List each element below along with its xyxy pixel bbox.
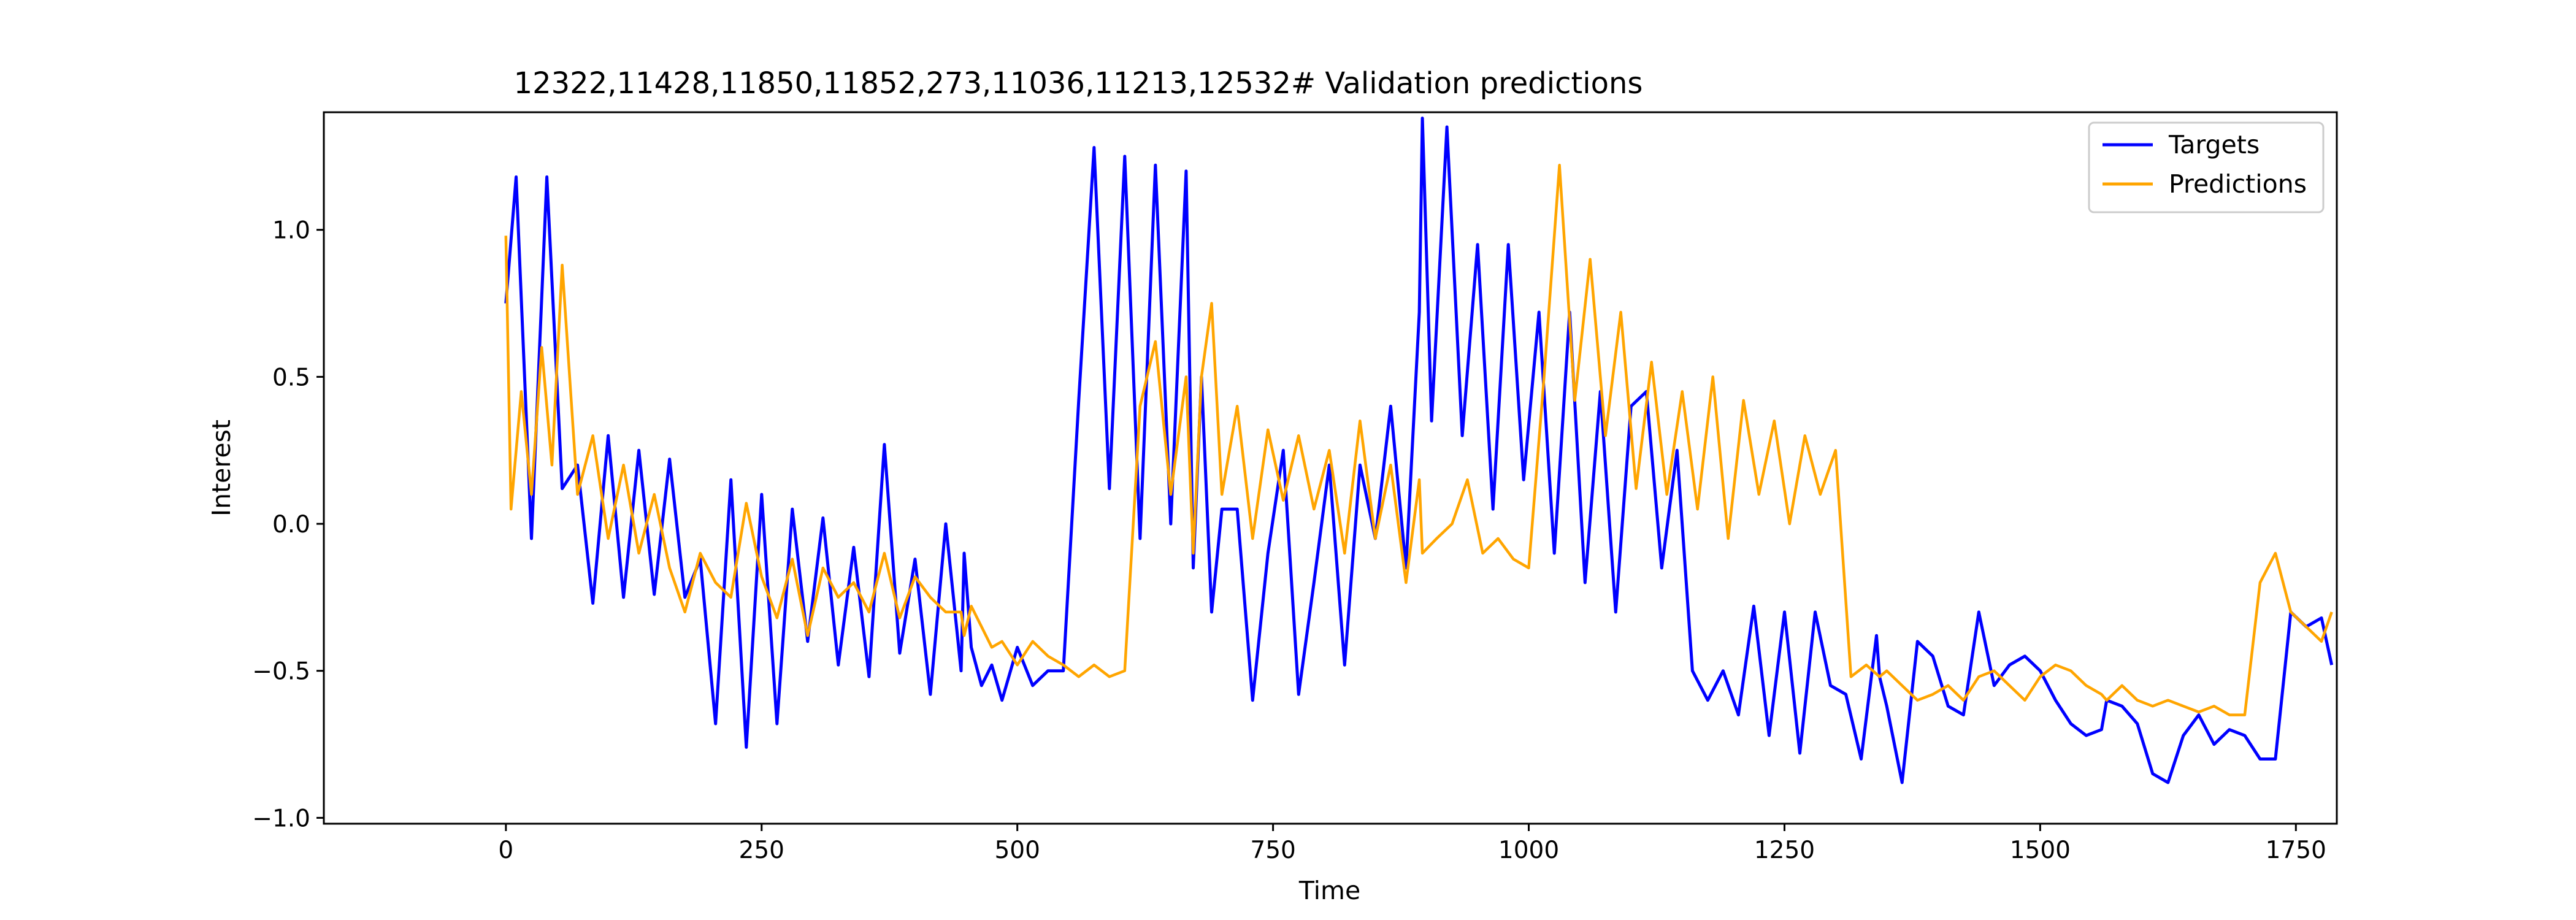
y-axis: −1.0 −0.5 0.0 0.5 1.0 <box>252 217 324 832</box>
axes-frame <box>323 111 2338 825</box>
series-line-predictions <box>504 164 2333 716</box>
x-tick-label: 1750 <box>2266 837 2326 864</box>
x-tick-label: 1500 <box>2010 837 2071 864</box>
x-tick-label: 1000 <box>1498 837 1559 864</box>
y-axis-label: Interest <box>207 420 236 516</box>
y-tick-label: 0.0 <box>272 511 310 539</box>
legend-label-predictions: Predictions <box>2169 169 2307 199</box>
legend: Targets Predictions <box>2088 121 2325 213</box>
plot-area <box>504 117 2334 784</box>
y-tick-label: −1.0 <box>252 805 310 832</box>
x-axis: 0 250 500 750 1000 1250 1500 1750 <box>498 824 2326 864</box>
legend-label-targets: Targets <box>2168 130 2260 159</box>
x-tick-label: 750 <box>1250 837 1295 864</box>
x-tick-label: 250 <box>739 837 784 864</box>
x-tick-label: 500 <box>994 837 1040 864</box>
y-tick-label: −0.5 <box>252 658 310 686</box>
series-line-targets <box>504 117 2334 784</box>
x-tick-label: 1250 <box>1754 837 1815 864</box>
chart-title: 12322,11428,11850,11852,273,11036,11213,… <box>514 66 1643 101</box>
y-tick-label: 1.0 <box>272 217 310 245</box>
y-tick-label: 0.5 <box>272 364 310 391</box>
x-axis-label: Time <box>1298 876 1360 905</box>
x-tick-label: 0 <box>498 837 513 864</box>
series-layer <box>504 117 2334 784</box>
